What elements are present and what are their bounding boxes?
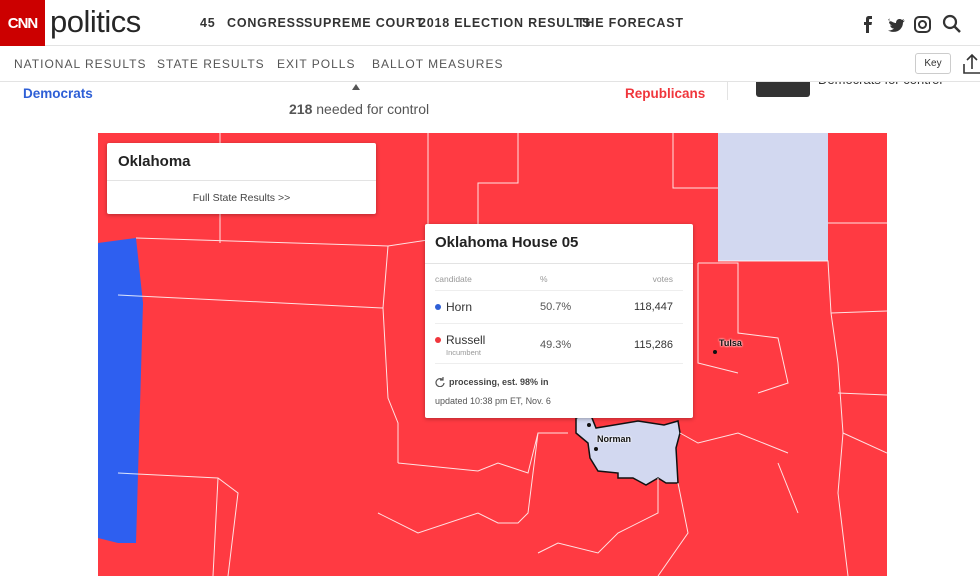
twitter-icon[interactable] bbox=[888, 18, 905, 32]
city-dot bbox=[587, 423, 591, 427]
city-dot bbox=[594, 447, 598, 451]
facebook-icon[interactable] bbox=[864, 16, 872, 33]
social-icons bbox=[864, 14, 961, 33]
sub-nav-link[interactable]: NATIONAL RESULTS bbox=[14, 57, 147, 71]
tooltip-title: Oklahoma House 05 bbox=[435, 234, 579, 251]
divider bbox=[727, 82, 728, 100]
candidate-pct: 49.3% bbox=[540, 339, 572, 351]
instagram-icon[interactable] bbox=[914, 16, 931, 33]
search-handle bbox=[953, 25, 961, 33]
rep-label: Republicans bbox=[625, 86, 706, 101]
party-dot bbox=[435, 304, 441, 310]
candidate-row: Russell Incumbent 49.3% 115,286 bbox=[435, 324, 683, 364]
control-marker bbox=[352, 84, 360, 90]
district-ok-05[interactable] bbox=[575, 412, 681, 486]
incumbent-note: Incumbent bbox=[446, 348, 482, 357]
democratic-district[interactable] bbox=[98, 238, 143, 543]
tooltip-divider bbox=[425, 263, 693, 264]
nav-link[interactable]: 45 bbox=[200, 16, 216, 30]
logo[interactable]: CNN bbox=[0, 0, 45, 46]
state-link[interactable]: Full State Results >> bbox=[192, 192, 291, 204]
candidate-name: Horn bbox=[446, 300, 473, 314]
candidate-row: Horn 50.7% 118,447 bbox=[435, 291, 683, 324]
col-header: votes bbox=[652, 274, 673, 284]
boundaries bbox=[117, 133, 887, 576]
updated-time: updated 10:38 pm ET, Nov. 6 bbox=[435, 396, 551, 406]
sub-nav-link[interactable]: STATE RESULTS bbox=[157, 57, 265, 71]
sub-nav: NATIONAL RESULTS STATE RESULTS EXIT POLL… bbox=[0, 46, 980, 82]
processing-status: processing, est. 98% in bbox=[449, 377, 549, 387]
candidate-pct: 50.7% bbox=[540, 301, 572, 313]
col-header: candidate bbox=[435, 274, 472, 284]
democratic-district[interactable] bbox=[718, 133, 828, 261]
state-title: Oklahoma bbox=[118, 153, 191, 170]
nav-link[interactable]: CONGRESS bbox=[227, 16, 305, 30]
brand[interactable]: politics bbox=[50, 4, 141, 39]
nav-link[interactable]: THE FORECAST bbox=[577, 16, 684, 30]
needed-text: needed for control bbox=[316, 101, 430, 117]
header: CNN politics 45 CONGRESS SUPREME COURT 2… bbox=[0, 0, 980, 46]
panel-divider bbox=[107, 180, 376, 181]
district-tooltip: Oklahoma House 05 candidate % votes Horn… bbox=[425, 224, 693, 418]
nav-link[interactable]: 2018 ELECTION RESULTS bbox=[419, 16, 592, 30]
candidate-votes: 118,447 bbox=[634, 301, 673, 313]
key-button[interactable]: Key bbox=[915, 53, 951, 74]
table-header: candidate % votes bbox=[435, 274, 683, 291]
processing-icon bbox=[435, 377, 445, 387]
search-icon[interactable] bbox=[942, 14, 958, 30]
candidate-votes: 115,286 bbox=[634, 339, 673, 351]
party-dot bbox=[435, 337, 441, 343]
instagram-lens bbox=[918, 20, 927, 29]
city-dot bbox=[713, 350, 717, 354]
dem-label: Democrats bbox=[23, 86, 93, 101]
nav-link[interactable]: SUPREME COURT bbox=[304, 16, 425, 30]
sub-nav-link[interactable]: BALLOT MEASURES bbox=[372, 57, 504, 71]
city-label: Tulsa bbox=[719, 338, 742, 348]
state-panel: Oklahoma Full State Results >> bbox=[107, 143, 376, 214]
city-label: Norman bbox=[597, 434, 632, 444]
sub-nav-link[interactable]: EXIT POLLS bbox=[277, 57, 356, 71]
col-header: % bbox=[540, 274, 548, 284]
needed-count: 218 bbox=[289, 101, 313, 117]
share-icon[interactable] bbox=[962, 52, 980, 76]
control-text: 218 needed for control bbox=[289, 101, 429, 117]
candidate-name: Russell bbox=[446, 333, 486, 347]
